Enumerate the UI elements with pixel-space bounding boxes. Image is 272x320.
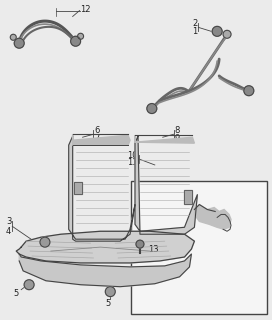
Circle shape [24,280,34,290]
Text: 10: 10 [128,150,138,160]
Circle shape [40,237,50,247]
Polygon shape [73,134,130,145]
Text: 3: 3 [6,217,11,226]
Polygon shape [135,136,197,234]
Text: 5: 5 [106,299,111,308]
Circle shape [71,36,81,46]
Polygon shape [16,231,194,263]
Text: 9: 9 [175,134,180,143]
Text: 4: 4 [6,227,11,236]
Text: 1: 1 [192,27,197,36]
Circle shape [78,33,84,39]
Circle shape [105,287,115,297]
Bar [131,180,267,314]
Circle shape [14,38,24,48]
Text: 6: 6 [94,126,100,135]
Bar [184,190,192,204]
Polygon shape [69,136,135,241]
Circle shape [223,30,231,38]
Polygon shape [194,204,231,229]
Circle shape [212,26,222,36]
Text: 2: 2 [192,19,197,28]
Bar [74,182,82,194]
Text: 11: 11 [128,158,138,167]
Polygon shape [19,254,191,287]
Text: 7: 7 [94,134,100,143]
Bar [184,190,192,204]
Polygon shape [135,135,194,143]
Text: 13: 13 [148,244,159,253]
Text: 12: 12 [81,5,91,14]
Circle shape [10,34,16,40]
Circle shape [147,104,157,114]
Text: 8: 8 [175,126,180,135]
Text: 5: 5 [14,289,19,298]
Circle shape [244,86,254,96]
Bar [74,182,82,194]
Circle shape [136,240,144,248]
